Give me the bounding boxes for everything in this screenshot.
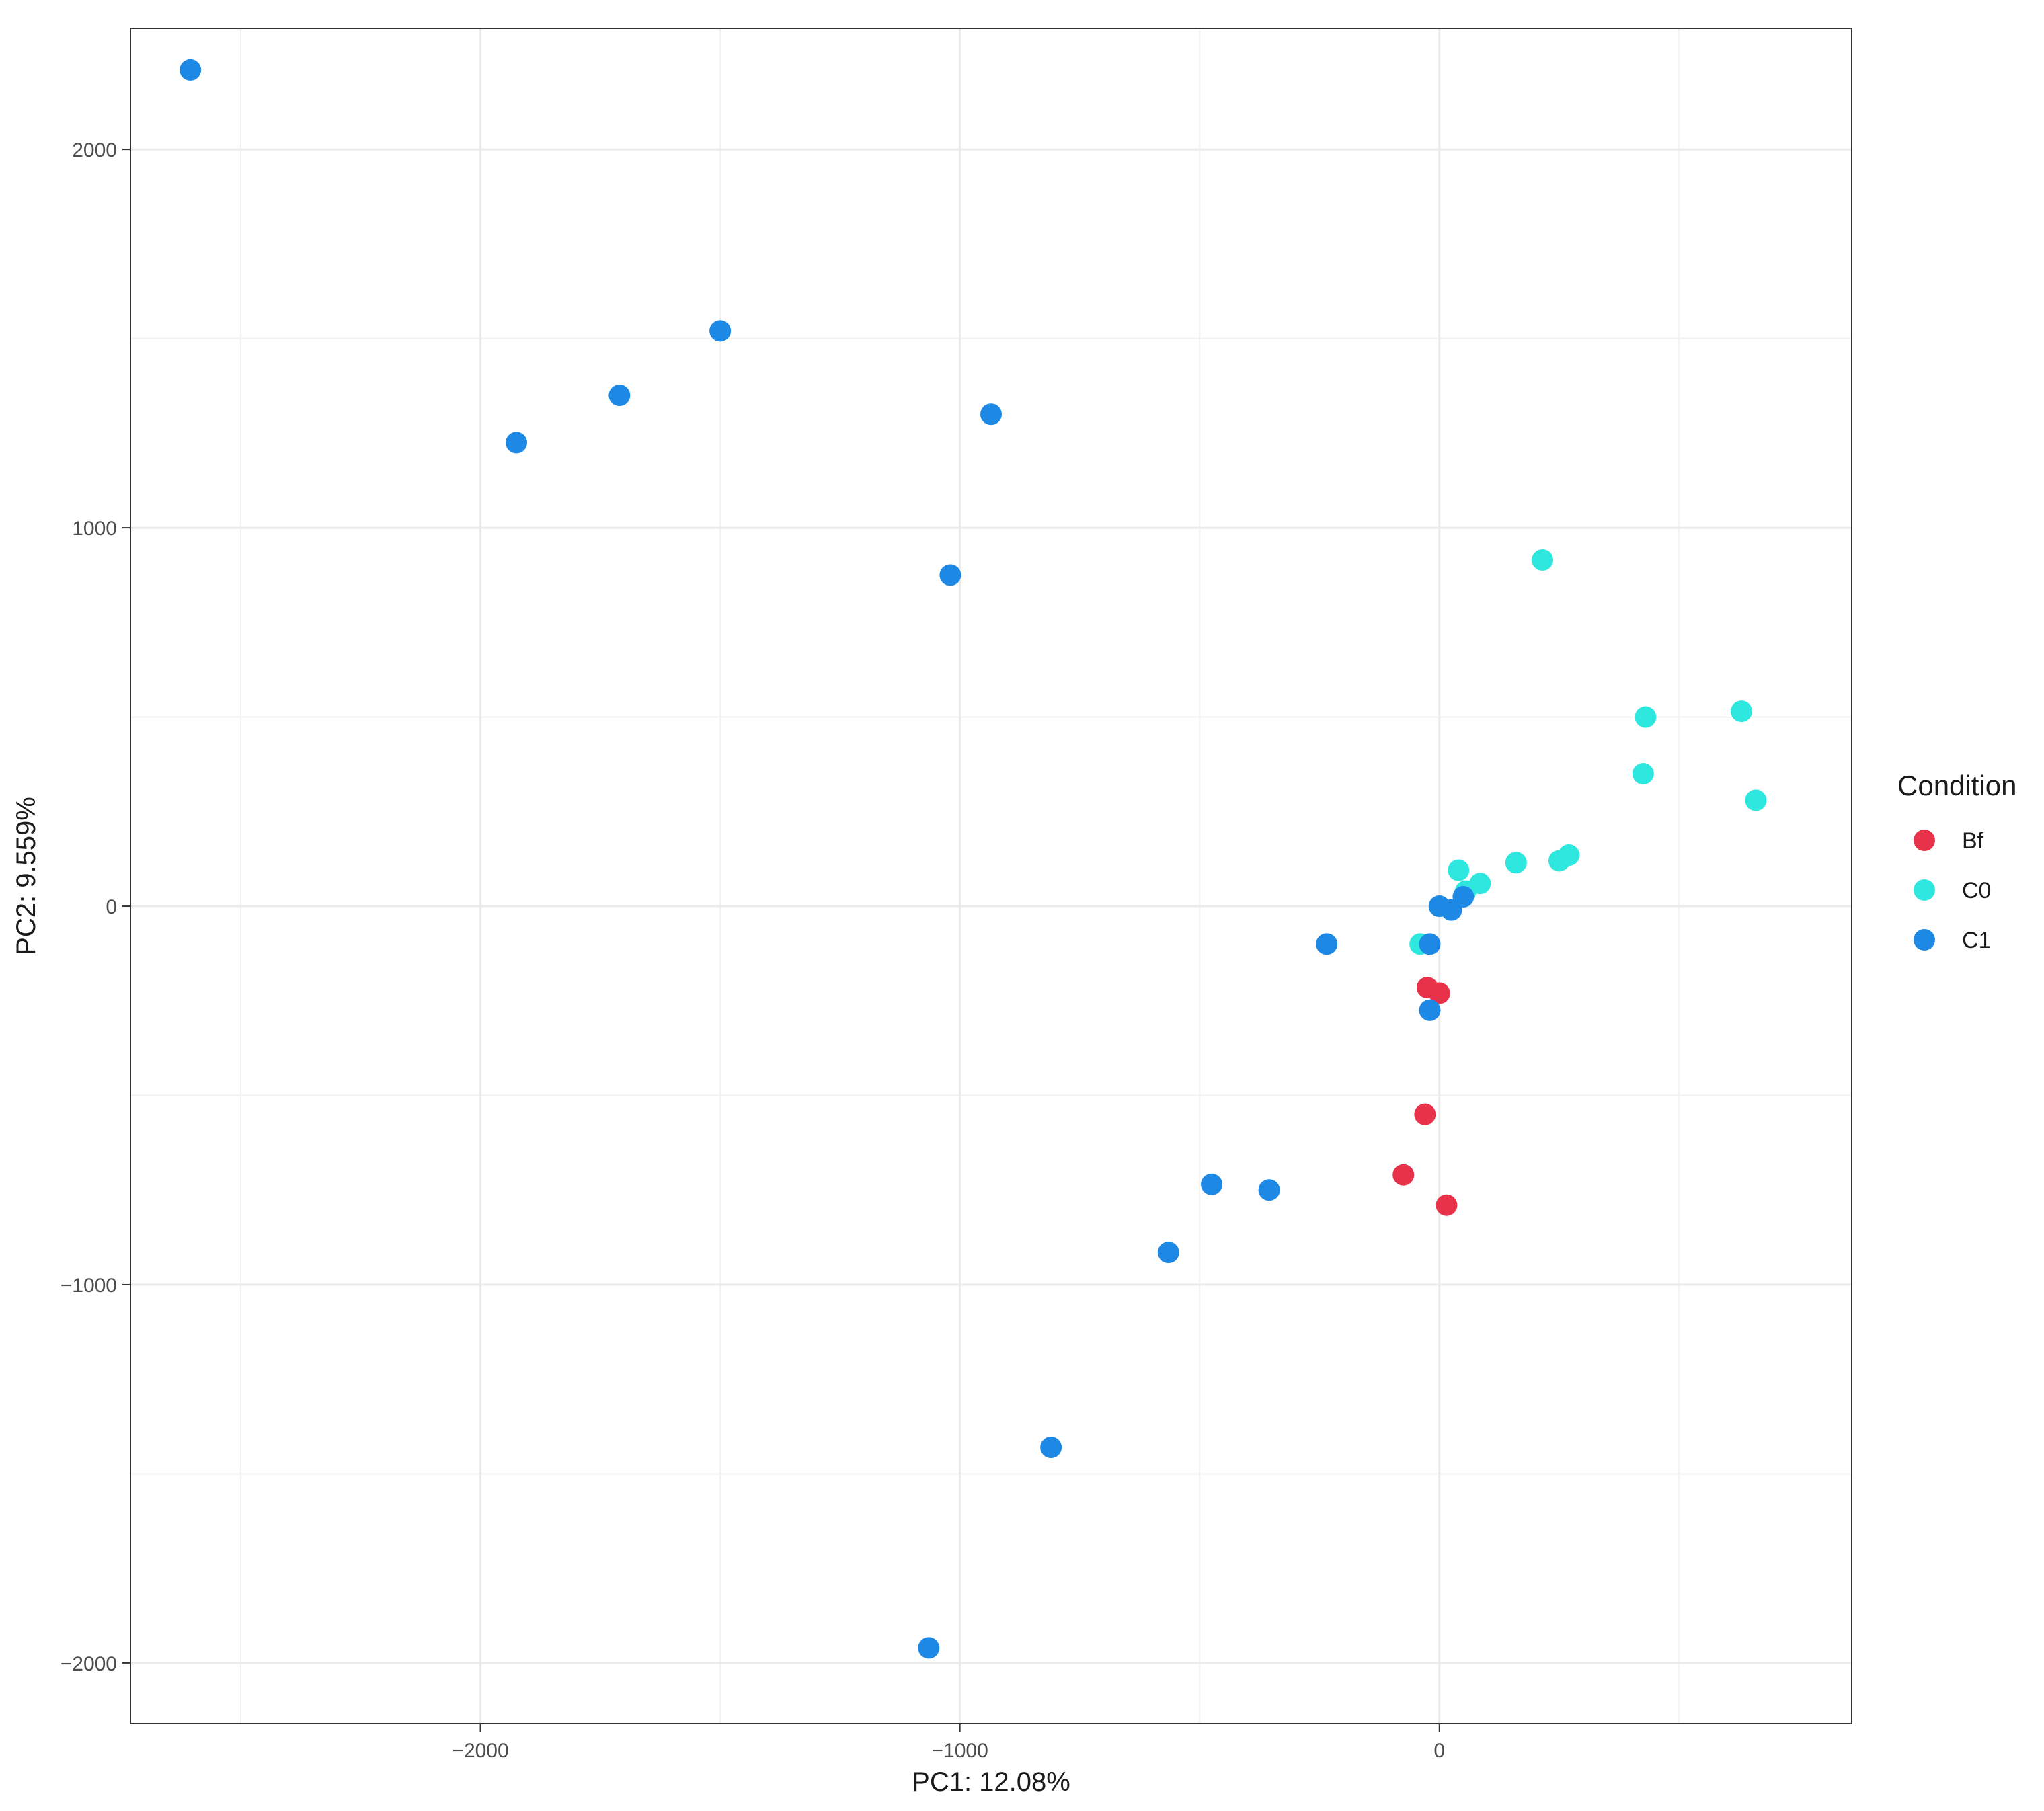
- data-point-c0: [1635, 706, 1657, 728]
- data-point-c0: [1745, 789, 1767, 811]
- data-point-bf: [1436, 1194, 1458, 1216]
- data-point-c1: [1316, 933, 1338, 955]
- grid-lines: [130, 28, 1852, 1724]
- legend: Condition Bf C0 C1: [1897, 770, 2016, 953]
- data-point-c1: [506, 432, 528, 454]
- x-tick-label: −2000: [452, 1740, 508, 1762]
- x-tick-label: −1000: [932, 1740, 988, 1762]
- data-point-c0: [1448, 859, 1470, 881]
- data-point-c0: [1632, 763, 1654, 785]
- data-point-bf: [1414, 1103, 1436, 1125]
- data-point-bf: [1392, 1164, 1415, 1186]
- legend-title: Condition: [1897, 770, 2016, 801]
- panel-border: [130, 28, 1852, 1724]
- data-point-bf: [1428, 982, 1450, 1004]
- y-tick-label: 1000: [72, 518, 117, 540]
- data-point-c1: [180, 58, 202, 81]
- axis-ticks: −2000 −1000 0 −2000 −1000 0 1000 2000: [61, 139, 1445, 1762]
- data-point-c1: [1452, 885, 1475, 908]
- data-point-c1: [608, 385, 631, 407]
- legend-items: Bf C0 C1: [1914, 828, 1991, 953]
- legend-key-bf: [1914, 830, 1935, 851]
- data-point-c1: [1419, 999, 1441, 1021]
- legend-key-c1: [1914, 929, 1935, 951]
- data-points: [180, 58, 1767, 1659]
- data-point-c0: [1730, 700, 1752, 723]
- data-point-c1: [918, 1637, 940, 1659]
- data-point-c1: [709, 320, 732, 342]
- data-point-c1: [939, 564, 961, 586]
- data-point-c1: [1201, 1173, 1223, 1195]
- y-tick-label: −1000: [61, 1275, 117, 1297]
- data-point-c1: [1040, 1437, 1062, 1459]
- y-axis-title: PC2: 9.559%: [11, 797, 41, 955]
- data-point-c0: [1548, 850, 1571, 872]
- y-tick-label: −2000: [61, 1653, 117, 1675]
- data-point-c1: [1419, 933, 1441, 955]
- legend-label-c0: C0: [1962, 878, 1991, 903]
- data-point-c0: [1505, 852, 1527, 874]
- series-bf: [1392, 977, 1458, 1216]
- x-axis-title: PC1: 12.08%: [912, 1767, 1070, 1797]
- y-tick-label: 2000: [72, 139, 117, 161]
- x-tick-label: 0: [1433, 1740, 1445, 1762]
- legend-key-c0: [1914, 879, 1935, 901]
- y-tick-label: 0: [106, 896, 117, 918]
- data-point-c1: [1157, 1242, 1179, 1264]
- series-c1: [180, 58, 1475, 1659]
- legend-label-c1: C1: [1962, 928, 1991, 953]
- data-point-c1: [1258, 1179, 1280, 1201]
- data-point-c0: [1532, 549, 1554, 571]
- data-point-c1: [980, 403, 1002, 426]
- series-c0: [1409, 549, 1767, 955]
- legend-label-bf: Bf: [1962, 828, 1984, 854]
